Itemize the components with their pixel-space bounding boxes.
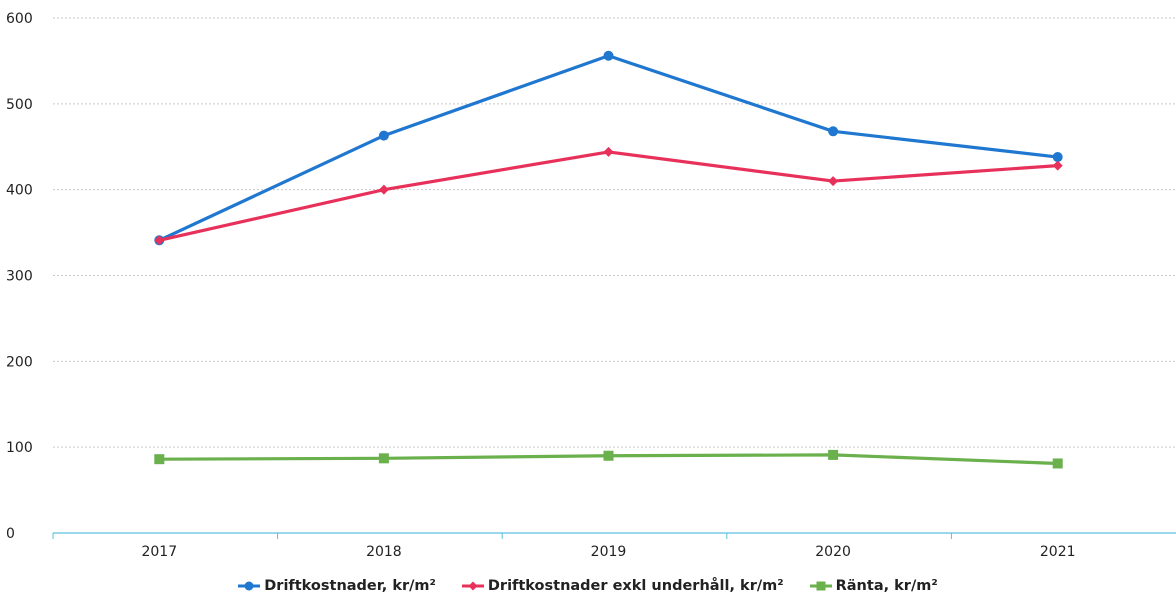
data-point (603, 50, 614, 61)
legend-label: Driftkostnader, kr/m² (264, 578, 436, 594)
data-point (603, 450, 614, 461)
data-point (828, 176, 839, 187)
x-axis-ticks: 2017 2018 2019 2020 2021 (141, 544, 1075, 560)
y-tick-label: 200 (6, 354, 33, 370)
data-point (828, 449, 839, 460)
y-tick-label: 400 (6, 183, 33, 199)
data-point (378, 130, 389, 141)
data-point (378, 453, 389, 464)
legend-item[interactable]: Driftkostnader exkl underhåll, kr/m² (461, 578, 784, 594)
series-3 (154, 449, 1063, 469)
legend-label: Driftkostnader exkl underhåll, kr/m² (487, 578, 784, 594)
x-tick-label: 2017 (141, 544, 177, 560)
legend-swatch (461, 581, 484, 591)
data-point (828, 126, 839, 137)
data-point (154, 235, 165, 246)
data-point (1052, 160, 1063, 171)
legend-swatch (809, 581, 832, 591)
y-tick-label: 0 (6, 526, 15, 542)
y-tick-label: 100 (6, 440, 33, 456)
legend-label: Ränta, kr/m² (835, 578, 938, 594)
data-point (603, 146, 614, 157)
y-axis-ticks: 0 100 200 300 400 500 600 (6, 11, 33, 542)
legend-swatch (238, 581, 261, 591)
gridlines (53, 17, 1176, 448)
y-tick-label: 600 (6, 11, 33, 27)
data-point (378, 184, 389, 195)
x-axis (52, 532, 1176, 539)
series-lines (154, 50, 1063, 469)
legend-item[interactable]: Driftkostnader, kr/m² (238, 578, 436, 594)
y-tick-label: 500 (6, 97, 33, 113)
series-2 (154, 146, 1063, 246)
legend: Driftkostnader, kr/m² Driftkostnader exkl… (0, 578, 1176, 594)
data-point (1052, 152, 1063, 163)
legend-item[interactable]: Ränta, kr/m² (809, 578, 938, 594)
x-tick-label: 2019 (591, 544, 627, 560)
y-tick-label: 300 (6, 269, 33, 285)
x-tick-label: 2021 (1040, 544, 1076, 560)
x-tick-label: 2020 (815, 544, 851, 560)
x-tick-label: 2018 (366, 544, 402, 560)
data-point (154, 454, 165, 465)
line-chart: 0 100 200 300 400 500 600 2017 2018 2019 2020 2021 (6, 11, 1176, 560)
series-line (158, 150, 1058, 242)
data-point (1052, 458, 1063, 469)
